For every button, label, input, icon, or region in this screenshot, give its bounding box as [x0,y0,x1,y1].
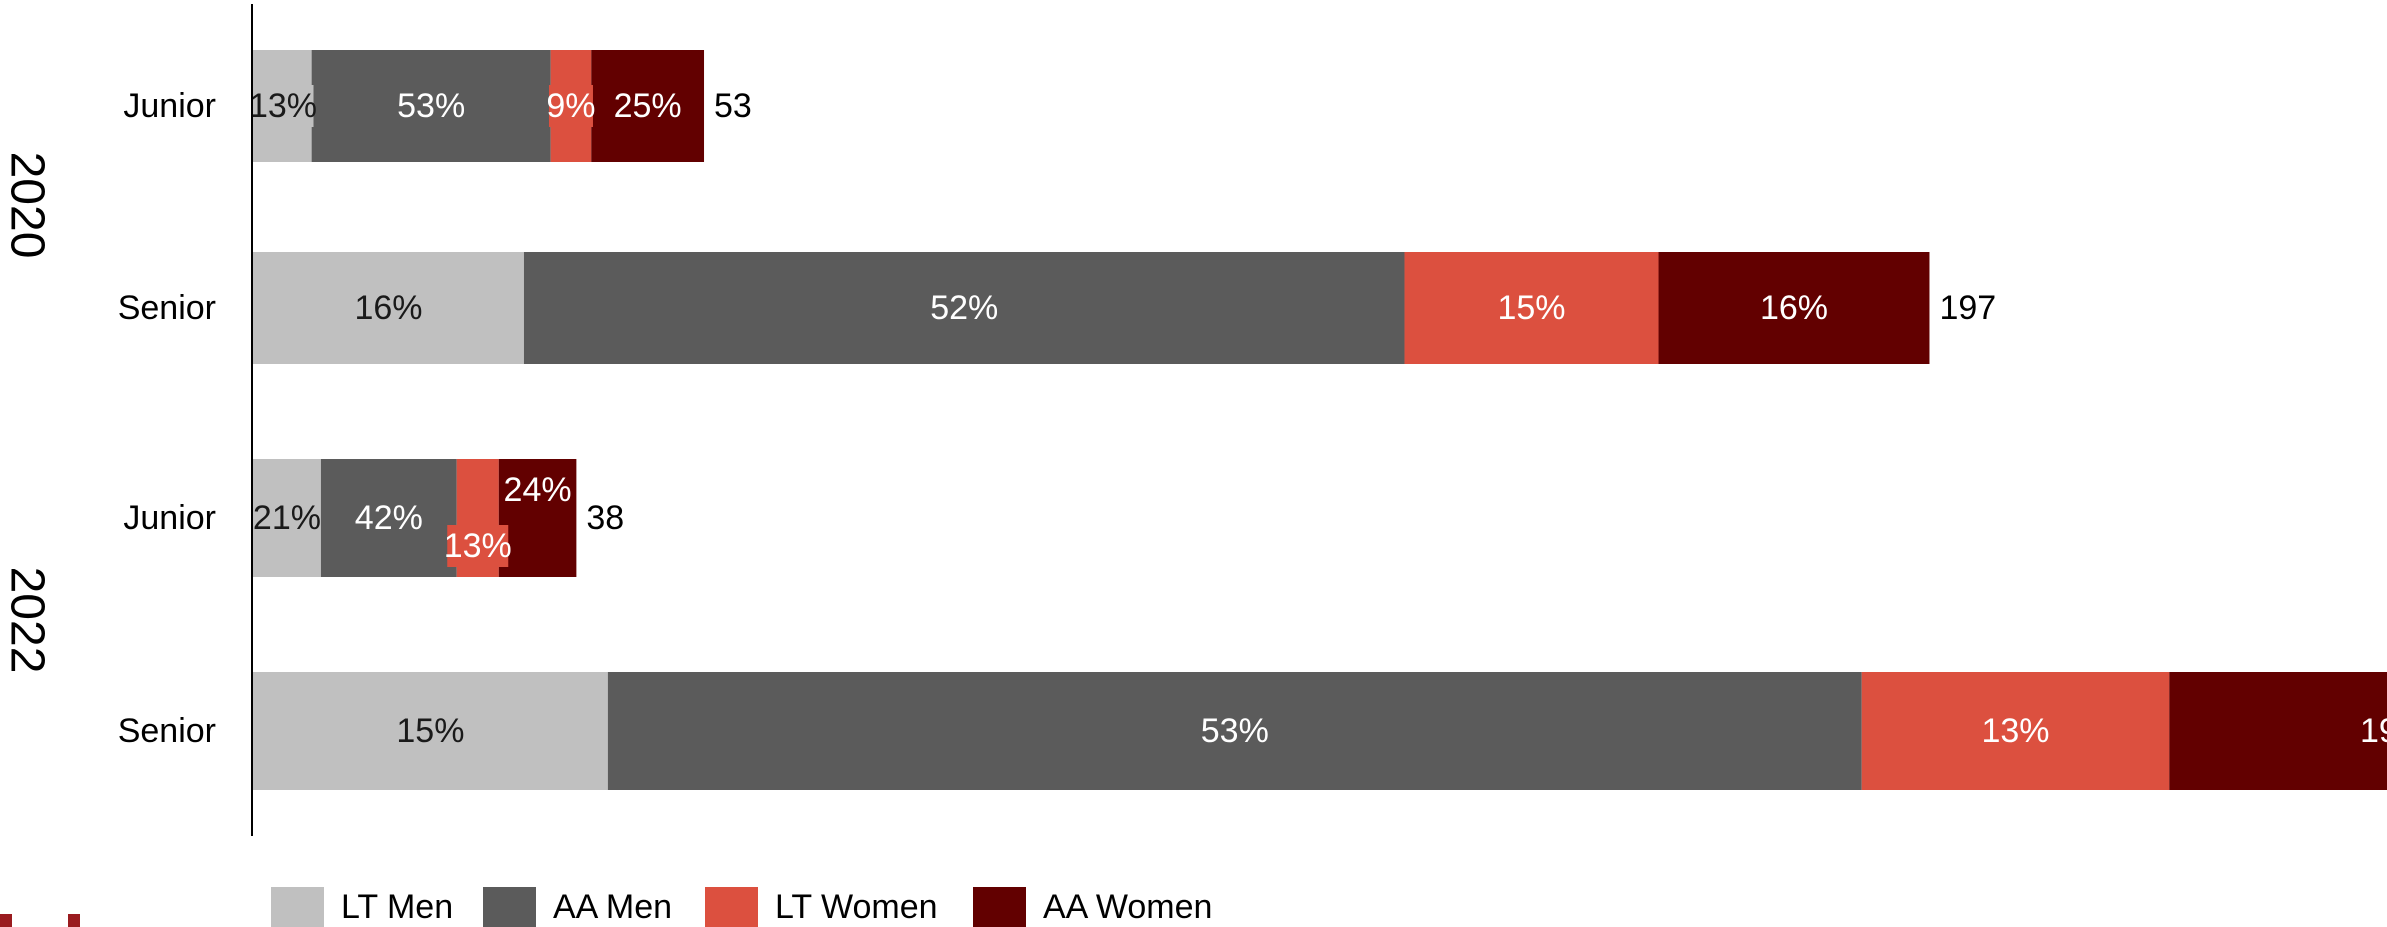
data-label: 19% [2360,712,2387,750]
data-label: 13% [444,527,512,565]
data-label: 16% [1760,289,1828,327]
data-label: 13% [249,87,317,125]
bar-segment [1861,672,2170,790]
legend-label: AA Women [1043,888,1212,926]
data-label: 53% [397,87,465,125]
data-label: 9% [546,87,595,125]
data-label: 13% [1981,712,2049,750]
group-label: 2022 [1,567,54,674]
data-label: 42% [355,499,423,537]
data-label: 15% [396,712,464,750]
legend-label: AA Men [553,888,672,926]
bar-segment [523,252,1405,364]
data-label: 52% [930,289,998,327]
category-label: Senior [118,289,216,327]
bar-segment [591,50,705,162]
legend-swatch [271,887,324,927]
bar-segment [2169,672,2387,790]
category-label: Senior [118,712,216,750]
bars-layer [253,50,2387,790]
category-label: Junior [123,87,216,125]
legend-label: LT Men [341,888,453,926]
legend-swatch [705,887,758,927]
group-label: 2020 [1,152,54,259]
data-label-bg [447,525,509,567]
data-label: 21% [253,499,321,537]
legend-swatch [973,887,1026,927]
data-label: 15% [1497,289,1565,327]
data-label-bg [252,85,314,127]
legend-label: LT Women [775,888,938,926]
legend-swatch [483,887,536,927]
data-label: 24% [504,471,572,509]
data-label: 25% [614,87,682,125]
bar-segment [253,459,321,577]
logo-mark-left [0,914,12,927]
logo-mark-right [68,914,80,927]
total-label: 53 [714,87,752,125]
data-label: 16% [354,289,422,327]
bar-segment [320,459,457,577]
bar-segment [1404,252,1659,364]
data-label-bg [548,85,593,127]
bar-segment [253,672,608,790]
total-label: 38 [586,499,624,537]
bar-segment [498,459,577,577]
labels-layer: 2020 Junior 13% 53% 9% 25% 53 Senior 16% 52% 15% 16… [1,85,2387,750]
bar-segment [311,50,551,162]
bar-segment [607,672,1862,790]
legend: LT Men AA Men LT Women AA Women [271,887,1212,927]
category-label: Junior [123,499,216,537]
bar-segment [253,252,524,364]
total-label: 197 [1939,289,1996,327]
bar-segment [1658,252,1930,364]
data-label: 53% [1201,712,1269,750]
